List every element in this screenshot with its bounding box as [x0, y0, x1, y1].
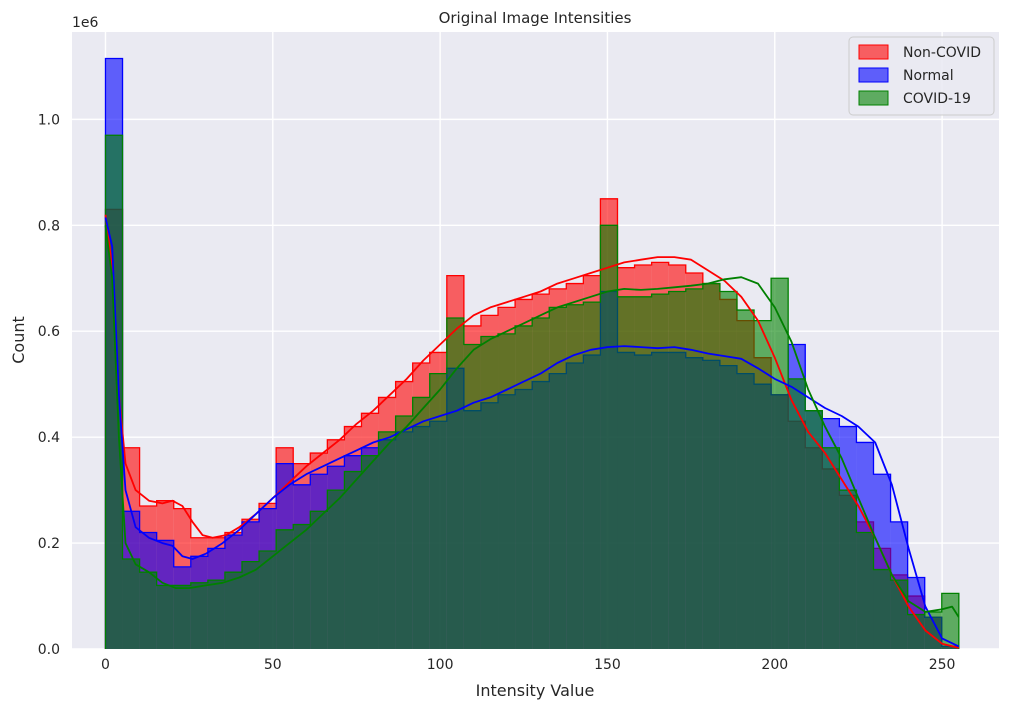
bar-2-38: [754, 320, 772, 649]
kde-line-1: [104, 217, 960, 648]
legend-swatch-0: [858, 44, 889, 60]
bar-2-1: [122, 558, 140, 649]
bar-2-35: [702, 283, 720, 649]
chart-title: Original Image Intensities: [439, 9, 632, 27]
bar-2-40: [788, 378, 806, 649]
y-axis-label: Count: [9, 316, 28, 364]
bar-2-25: [532, 317, 550, 649]
bar-2-2: [139, 572, 157, 649]
bar-series-2: [104, 134, 960, 650]
bar-2-4: [173, 585, 191, 649]
bar-2-42: [822, 447, 840, 649]
bar-2-29: [600, 225, 618, 649]
y-axis-scale-label: 1e6: [72, 15, 99, 31]
histogram-bars: [104, 57, 960, 650]
bar-2-28: [583, 302, 601, 649]
bar-2-5: [190, 582, 208, 649]
bar-2-22: [480, 336, 499, 649]
x-tick-label-50: 50: [264, 657, 282, 673]
bar-2-45: [873, 569, 891, 649]
bar-2-23: [498, 333, 516, 649]
legend-swatch-2: [858, 90, 889, 106]
bar-2-34: [685, 288, 703, 649]
bar-2-16: [378, 431, 396, 649]
bar-2-15: [361, 455, 379, 649]
bar-2-49: [941, 593, 959, 649]
bar-2-17: [395, 415, 413, 649]
bar-2-36: [719, 291, 737, 649]
bar-2-12: [310, 511, 328, 649]
y-axis-ticks: 0.0 0.2 0.4 0.6 0.8 1.0: [38, 112, 60, 658]
y-tick-label-1: 0.2: [38, 536, 60, 552]
bar-2-47: [907, 614, 925, 649]
y-tick-label-0: 0.0: [38, 642, 60, 658]
x-tick-label-150: 150: [594, 657, 621, 673]
bar-2-18: [412, 397, 430, 649]
bar-2-43: [839, 490, 857, 649]
legend-swatch-1: [858, 67, 889, 83]
y-tick-label-2: 0.4: [38, 430, 60, 446]
x-tick-label-100: 100: [427, 657, 454, 673]
bar-2-6: [207, 580, 225, 649]
kde-line-2: [104, 225, 960, 618]
bar-2-13: [327, 490, 345, 649]
bar-2-44: [856, 532, 874, 649]
x-tick-label-0: 0: [101, 657, 110, 673]
bar-2-27: [566, 304, 584, 649]
bar-2-48: [924, 611, 942, 649]
kde-line-0: [104, 214, 960, 649]
legend-label-1: Normal: [903, 68, 954, 84]
bar-2-39: [771, 278, 789, 649]
bar-2-32: [651, 294, 669, 649]
legend-label-0: Non-COVID: [903, 45, 981, 61]
x-axis-ticks: 0 50 100 150 200 250: [101, 657, 955, 673]
bar-outline-2: [104, 134, 960, 649]
x-tick-label-250: 250: [929, 657, 956, 673]
bar-2-41: [805, 410, 823, 649]
bar-2-31: [634, 296, 652, 649]
bar-2-19: [429, 373, 447, 649]
x-axis-label: Intensity Value: [476, 681, 595, 700]
bar-2-24: [515, 325, 533, 649]
bar-2-37: [736, 310, 755, 649]
bar-2-9: [259, 551, 277, 649]
bar-2-10: [276, 529, 294, 649]
x-tick-label-200: 200: [761, 657, 788, 673]
bar-2-26: [549, 307, 567, 649]
bar-2-20: [446, 317, 464, 649]
bar-2-14: [344, 471, 362, 649]
bar-2-7: [224, 572, 243, 649]
legend-label-2: COVID-19: [903, 91, 971, 107]
y-tick-label-5: 1.0: [38, 112, 60, 128]
kde-lines: [104, 214, 960, 649]
bar-2-8: [242, 561, 260, 649]
bar-2-11: [293, 524, 311, 649]
bar-2-3: [156, 585, 174, 649]
bar-2-30: [617, 296, 635, 649]
bar-2-21: [463, 344, 481, 649]
y-tick-label-3: 0.6: [38, 324, 60, 340]
legend: Non-COVID Normal COVID-19: [848, 36, 995, 116]
y-tick-label-4: 0.8: [38, 218, 60, 234]
bar-2-0: [105, 135, 123, 650]
bar-2-33: [668, 291, 686, 649]
